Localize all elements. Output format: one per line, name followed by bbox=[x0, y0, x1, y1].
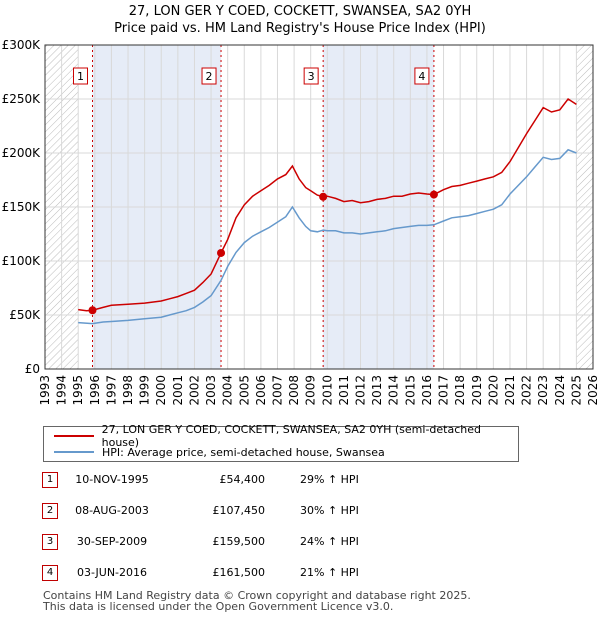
sale-hpi-delta: 21% ↑ HPI bbox=[300, 566, 359, 579]
x-tick-label: 2026 bbox=[586, 375, 600, 406]
legend-label-property: 27, LON GER Y COED, COCKETT, SWANSEA, SA… bbox=[101, 423, 481, 449]
x-tick-label: 2007 bbox=[270, 375, 284, 406]
y-tick-label: £300K bbox=[2, 38, 42, 52]
x-tick-label: 2022 bbox=[520, 375, 534, 406]
sale-label-box bbox=[303, 67, 319, 85]
sale-label-number: 4 bbox=[418, 70, 425, 83]
sale-label-number: 2 bbox=[206, 70, 213, 83]
sale-number-badge: 1 bbox=[42, 472, 58, 488]
legend-swatch-property bbox=[54, 435, 94, 437]
chart-subtitle: Price paid vs. HM Land Registry's House … bbox=[114, 21, 486, 36]
sale-label-box bbox=[414, 67, 430, 85]
x-tick-label: 1999 bbox=[138, 375, 152, 406]
hpi-series-line bbox=[78, 148, 577, 325]
sale-label-number: 3 bbox=[308, 70, 315, 83]
x-tick-label: 2004 bbox=[221, 375, 235, 406]
y-tick-label: £200K bbox=[2, 146, 42, 160]
x-tick-label: 2008 bbox=[287, 375, 301, 406]
table-row: 4 03-JUN-2016 £161,500 21% ↑ HPI bbox=[0, 565, 600, 585]
sale-price: £54,400 bbox=[219, 473, 266, 486]
x-tick-label: 1998 bbox=[121, 375, 135, 406]
sale-label-number: 1 bbox=[77, 70, 84, 83]
x-tick-label: 2025 bbox=[569, 375, 583, 406]
legend-item-property: 27, LON GER Y COED, COCKETT, SWANSEA, SA… bbox=[54, 423, 518, 449]
sale-date: 03-JUN-2016 bbox=[76, 566, 148, 579]
x-tick-label: 2002 bbox=[187, 375, 201, 406]
table-row: 1 10-NOV-1995 £54,400 29% ↑ HPI bbox=[0, 472, 600, 492]
y-tick-label: £50K bbox=[9, 308, 41, 322]
x-tick-label: 2013 bbox=[370, 375, 384, 406]
x-tick-label: 2018 bbox=[453, 375, 467, 406]
property-series-line bbox=[78, 97, 577, 312]
y-tick-label: £100K bbox=[2, 254, 42, 268]
footer-copyright: Contains HM Land Registry data © Crown c… bbox=[43, 589, 471, 602]
chart-title: 27, LON GER Y COED, COCKETT, SWANSEA, SA… bbox=[128, 4, 472, 19]
x-tick-label: 2001 bbox=[171, 375, 185, 406]
x-tick-label: 1997 bbox=[104, 375, 118, 406]
x-tick-label: 2021 bbox=[503, 375, 517, 406]
sale-date: 08-AUG-2003 bbox=[75, 504, 149, 517]
y-tick-label: £0 bbox=[25, 362, 40, 376]
y-tick-label: £150K bbox=[2, 200, 42, 214]
x-tick-label: 2011 bbox=[337, 375, 351, 406]
sale-hpi-delta: 30% ↑ HPI bbox=[300, 504, 359, 517]
x-tick-label: 2003 bbox=[204, 375, 218, 406]
x-tick-label: 2006 bbox=[254, 375, 268, 406]
footer-licence: This data is licensed under the Open Gov… bbox=[43, 600, 394, 613]
sale-label-box bbox=[72, 67, 88, 85]
sale-price: £159,500 bbox=[212, 535, 266, 548]
x-tick-label: 2010 bbox=[320, 375, 334, 406]
x-tick-label: 2000 bbox=[154, 375, 168, 406]
sale-point bbox=[429, 190, 438, 199]
sale-price: £107,450 bbox=[212, 504, 266, 517]
sale-point bbox=[88, 306, 97, 315]
sale-hpi-delta: 29% ↑ HPI bbox=[300, 473, 359, 486]
x-tick-label: 2016 bbox=[420, 375, 434, 406]
sale-hpi-delta: 24% ↑ HPI bbox=[300, 535, 359, 548]
legend-item-hpi: HPI: Average price, semi-detached house,… bbox=[54, 444, 385, 460]
sale-number-badge: 2 bbox=[42, 503, 58, 519]
sale-number-badge: 4 bbox=[42, 565, 58, 581]
legend-label-hpi: HPI: Average price, semi-detached house,… bbox=[102, 445, 385, 459]
table-row: 2 08-AUG-2003 £107,450 30% ↑ HPI bbox=[0, 503, 600, 523]
x-tick-label: 2017 bbox=[437, 375, 451, 406]
legend-swatch-hpi bbox=[54, 451, 94, 453]
x-tick-label: 2020 bbox=[486, 375, 500, 406]
x-tick-label: 1994 bbox=[55, 375, 69, 406]
sale-point bbox=[319, 192, 328, 201]
x-tick-label: 2012 bbox=[354, 375, 368, 406]
x-tick-label: 2019 bbox=[470, 375, 484, 406]
footer: Contains HM Land Registry data © Crown c… bbox=[43, 590, 471, 612]
y-tick-label: £250K bbox=[2, 92, 42, 106]
plot-frame bbox=[44, 44, 594, 370]
x-tick-label: 2023 bbox=[536, 375, 550, 406]
x-tick-label: 2015 bbox=[403, 375, 417, 406]
x-tick-label: 2014 bbox=[387, 375, 401, 406]
sale-date: 10-NOV-1995 bbox=[75, 473, 149, 486]
sale-number-badge: 3 bbox=[42, 534, 58, 550]
sale-label-box bbox=[201, 67, 217, 85]
x-tick-label: 1995 bbox=[71, 375, 85, 406]
x-tick-label: 1993 bbox=[38, 375, 52, 406]
x-tick-label: 2024 bbox=[553, 375, 567, 406]
sale-price: £161,500 bbox=[212, 566, 266, 579]
x-tick-label: 2005 bbox=[237, 375, 251, 406]
legend: 27, LON GER Y COED, COCKETT, SWANSEA, SA… bbox=[43, 423, 519, 462]
table-row: 3 30-SEP-2009 £159,500 24% ↑ HPI bbox=[0, 534, 600, 554]
sale-point bbox=[217, 248, 226, 257]
sale-date: 30-SEP-2009 bbox=[76, 535, 148, 548]
x-tick-label: 2009 bbox=[304, 375, 318, 406]
x-tick-label: 1996 bbox=[88, 375, 102, 406]
